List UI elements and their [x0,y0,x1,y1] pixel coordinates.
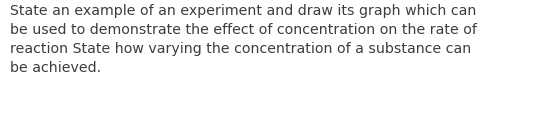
Text: State an example of an experiment and draw its graph which can
be used to demons: State an example of an experiment and dr… [10,4,477,75]
